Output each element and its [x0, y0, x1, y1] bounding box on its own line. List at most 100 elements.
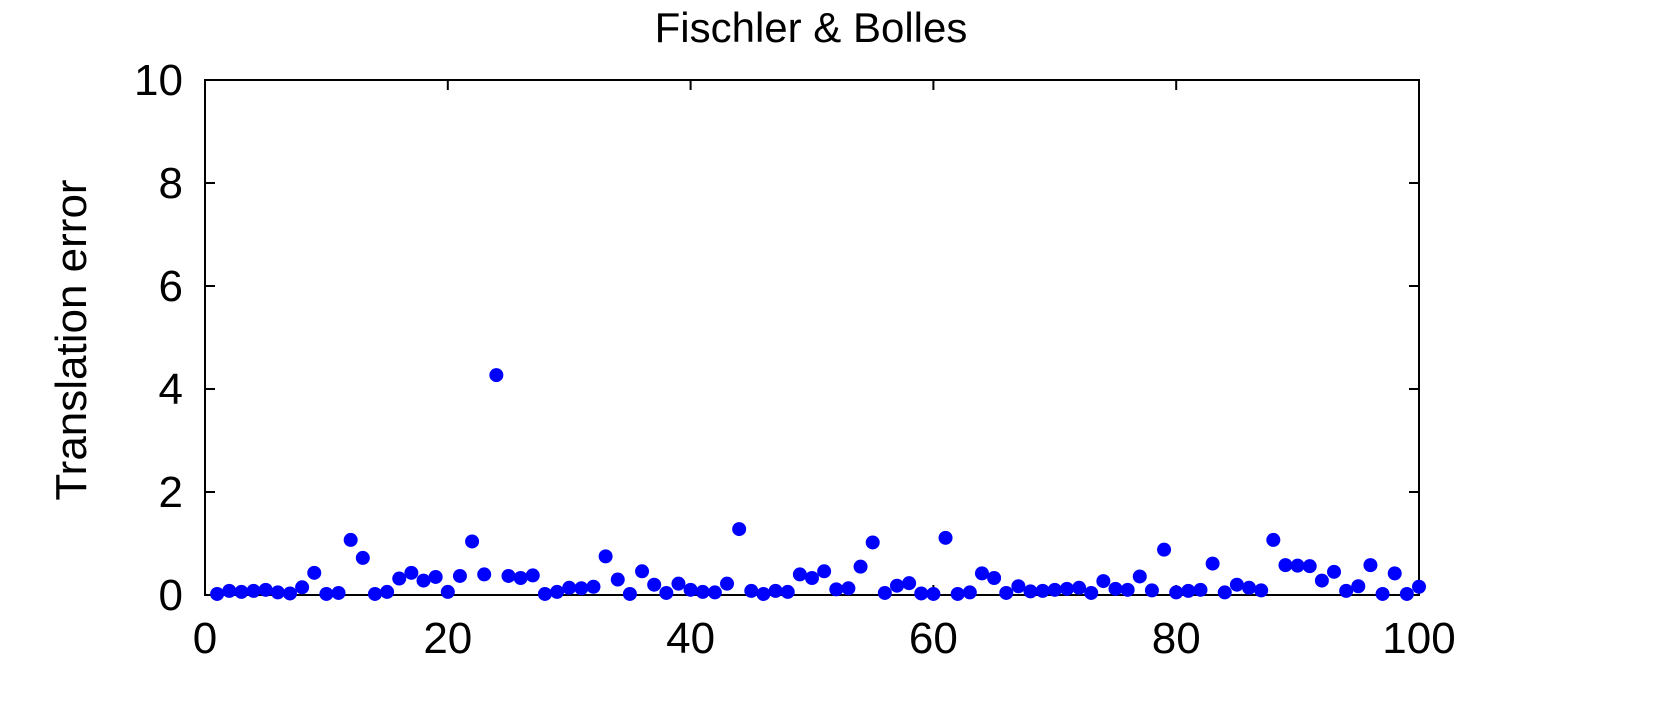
data-point	[647, 577, 662, 592]
data-point	[416, 573, 431, 588]
data-point	[246, 583, 261, 598]
data-point	[562, 580, 577, 595]
data-point	[1011, 579, 1026, 594]
data-point	[392, 571, 407, 586]
data-point	[1217, 585, 1232, 600]
data-point	[622, 586, 637, 601]
y-tick-label: 8	[159, 159, 183, 208]
y-axis-label: Translation error	[47, 179, 96, 500]
data-point	[683, 582, 698, 597]
data-point	[1314, 573, 1329, 588]
axis-ticks: 0 20 40 60 80 100 0 2 4 6 8 10	[134, 56, 1456, 663]
data-point	[1108, 581, 1123, 596]
data-point	[343, 532, 358, 547]
data-point	[1096, 574, 1111, 589]
data-point	[865, 535, 880, 550]
data-point	[1072, 580, 1087, 595]
data-point	[1059, 581, 1074, 596]
data-point	[1120, 582, 1135, 597]
data-point	[962, 585, 977, 600]
data-point	[367, 586, 382, 601]
data-point	[659, 585, 674, 600]
data-point	[210, 586, 225, 601]
data-point	[841, 581, 856, 596]
x-tick-label: 40	[666, 614, 715, 663]
data-point	[1375, 586, 1390, 601]
y-tick-label: 10	[134, 56, 183, 105]
data-point	[914, 586, 929, 601]
data-point	[817, 564, 832, 579]
data-point	[1132, 569, 1147, 584]
data-point	[744, 583, 759, 598]
data-point	[598, 549, 613, 564]
data-point	[999, 585, 1014, 600]
data-point	[295, 580, 310, 595]
data-point	[1084, 585, 1099, 600]
x-tick-label: 100	[1382, 614, 1455, 663]
data-point	[1181, 583, 1196, 598]
data-point	[477, 567, 492, 582]
data-point	[707, 585, 722, 600]
data-point	[1266, 532, 1281, 547]
data-point	[1205, 556, 1220, 571]
data-point	[355, 550, 370, 565]
data-point	[987, 571, 1002, 586]
data-point	[1363, 558, 1378, 573]
data-point	[695, 584, 710, 599]
data-point	[1290, 558, 1305, 573]
data-point	[513, 571, 528, 586]
data-point	[222, 583, 237, 598]
data-point	[586, 579, 601, 594]
data-point	[428, 569, 443, 584]
chart-title: Fischler & Bolles	[655, 4, 968, 51]
data-point	[877, 585, 892, 600]
data-points	[210, 368, 1426, 601]
data-point	[331, 585, 346, 600]
data-point	[732, 522, 747, 537]
data-point	[525, 568, 540, 583]
data-point	[1023, 584, 1038, 599]
x-tick-label: 0	[193, 614, 217, 663]
data-point	[974, 566, 989, 581]
data-point	[1035, 583, 1050, 598]
x-tick-label: 60	[909, 614, 958, 663]
data-point	[465, 534, 480, 549]
data-point	[1387, 566, 1402, 581]
data-point	[950, 586, 965, 601]
data-point	[307, 565, 322, 580]
data-point	[489, 368, 504, 383]
data-point	[926, 586, 941, 601]
data-point	[792, 567, 807, 582]
data-point	[270, 585, 285, 600]
data-point	[452, 568, 467, 583]
data-point	[1351, 579, 1366, 594]
data-point	[889, 578, 904, 593]
data-point	[780, 584, 795, 599]
data-point	[1193, 582, 1208, 597]
data-point	[537, 586, 552, 601]
data-point	[829, 582, 844, 597]
data-point	[1254, 583, 1269, 598]
data-point	[1157, 542, 1172, 557]
data-point	[805, 571, 819, 586]
data-point	[1144, 583, 1159, 598]
data-point	[938, 530, 953, 545]
data-point	[902, 576, 917, 591]
data-point	[720, 576, 735, 591]
data-point	[1047, 582, 1062, 597]
data-point	[853, 559, 868, 574]
data-point	[635, 564, 650, 579]
y-tick-label: 0	[159, 571, 183, 620]
data-point	[282, 586, 297, 601]
y-tick-label: 4	[159, 365, 183, 414]
data-point	[1302, 559, 1317, 574]
data-point	[440, 584, 455, 599]
data-point	[1339, 583, 1354, 598]
data-point	[380, 584, 395, 599]
data-point	[671, 576, 686, 591]
x-tick-label: 80	[1152, 614, 1201, 663]
plot-area-frame	[204, 79, 1420, 596]
data-point	[610, 572, 625, 587]
data-point	[1399, 586, 1414, 601]
